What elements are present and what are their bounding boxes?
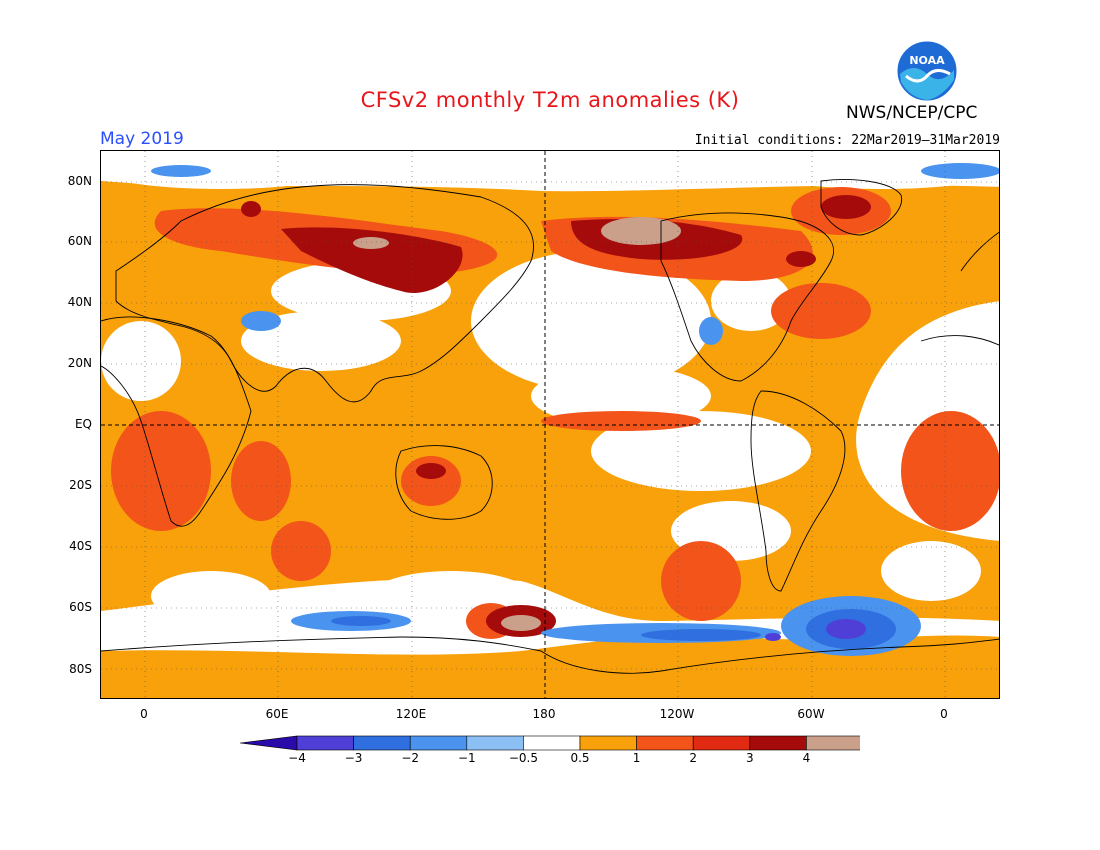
colorbar-arrow-min <box>240 735 298 751</box>
noaa-logo-icon: NOAA <box>896 40 958 102</box>
colorbar-tick-label: 3 <box>745 751 754 765</box>
lon-label: 120W <box>659 707 695 721</box>
colorbar-box <box>579 735 637 751</box>
chart-title: CFSv2 monthly T2m anomalies (K) <box>360 88 740 112</box>
anomaly-map <box>100 150 1000 699</box>
colorbar-tick-label: 4 <box>802 751 811 765</box>
lat-label: 20N <box>67 356 92 370</box>
lat-label: 60N <box>67 234 92 248</box>
lat-label: 80N <box>67 174 92 188</box>
lat-label: 60S <box>69 600 92 614</box>
colorbar-box <box>353 735 411 751</box>
lon-label: 0 <box>140 707 148 721</box>
lon-label: 60W <box>797 707 825 721</box>
colorbar-tick-label: 1 <box>632 751 641 765</box>
agency-label: NWS/NCEP/CPC <box>846 103 978 123</box>
lat-label: EQ <box>74 417 92 431</box>
colorbar-tick-label: −1 <box>457 751 476 765</box>
colorbar-tick-label: −3 <box>344 751 363 765</box>
lon-label: 120E <box>395 707 427 721</box>
lat-label: 40S <box>69 539 92 553</box>
colorbar-tick-label: 2 <box>689 751 697 765</box>
colorbar-tick-label: −2 <box>401 751 420 765</box>
initial-conditions: Initial conditions: 22Mar2019–31Mar2019 <box>694 133 1000 148</box>
forecast-month: May 2019 <box>100 129 184 149</box>
colorbar <box>240 735 860 751</box>
lat-label: 80S <box>69 662 92 676</box>
lon-label: 60E <box>265 707 289 721</box>
colorbar-box <box>806 735 860 751</box>
lon-label: 180 <box>532 707 556 721</box>
colorbar-box <box>636 735 694 751</box>
very-cold-regions <box>765 619 866 641</box>
lon-label: 0 <box>940 707 948 721</box>
colorbar-tick-label: −0.5 <box>508 751 538 765</box>
coastlines <box>101 179 999 674</box>
colorbar-box <box>749 735 807 751</box>
graticule <box>101 151 999 698</box>
svg-text:NOAA: NOAA <box>909 54 945 67</box>
neutral-regions <box>101 153 999 641</box>
colorbar-tick-label: −4 <box>288 751 306 765</box>
colorbar-box <box>692 735 751 751</box>
colorbar-tick-label: 0.5 <box>570 751 590 765</box>
lat-label: 20S <box>69 478 92 492</box>
colorbar-box <box>409 735 468 751</box>
lat-label: 40N <box>67 295 92 309</box>
colorbar-box <box>523 735 581 751</box>
colorbar-box <box>296 735 354 751</box>
colorbar-box <box>466 735 524 751</box>
